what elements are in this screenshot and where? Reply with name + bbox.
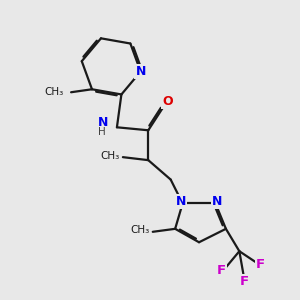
Text: CH₃: CH₃ xyxy=(44,87,64,97)
Text: F: F xyxy=(239,274,248,288)
Text: N: N xyxy=(176,195,186,208)
Text: N: N xyxy=(135,65,146,78)
Text: H: H xyxy=(98,127,105,137)
Text: CH₃: CH₃ xyxy=(101,151,120,161)
Text: F: F xyxy=(217,264,226,277)
Text: F: F xyxy=(256,258,265,271)
Text: CH₃: CH₃ xyxy=(130,225,150,235)
Text: N: N xyxy=(212,195,222,208)
Text: N: N xyxy=(98,116,109,129)
Text: O: O xyxy=(162,95,173,108)
